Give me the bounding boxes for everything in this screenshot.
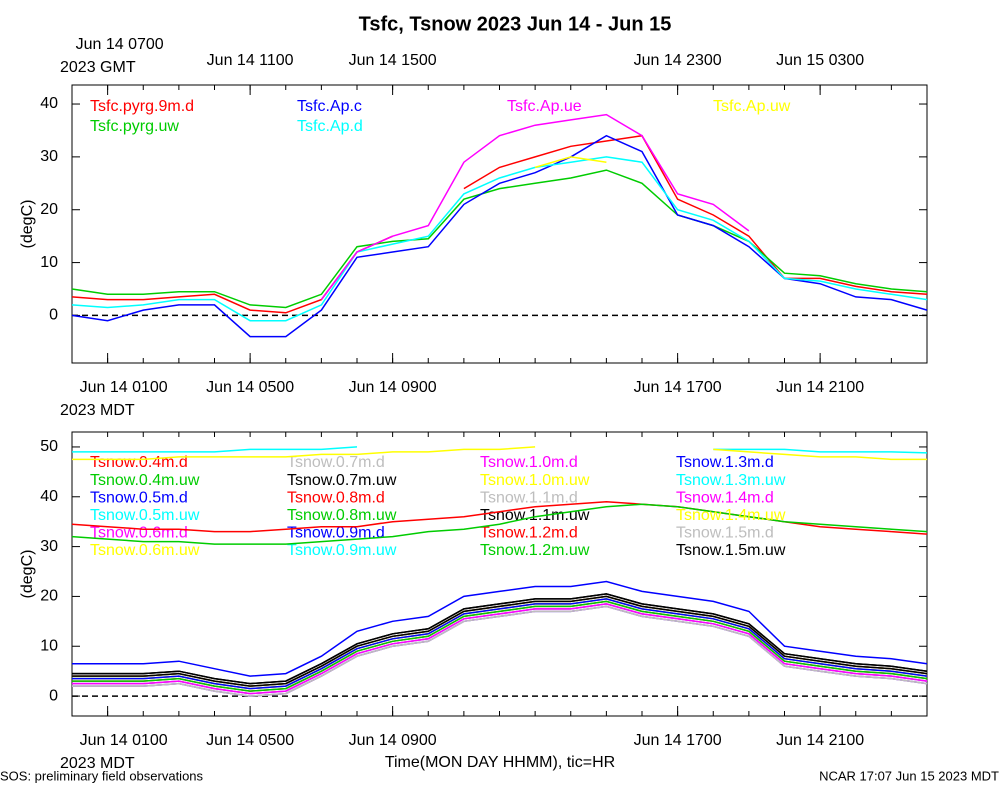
legend-entry: Tsnow.1.4m.uw: [676, 507, 786, 524]
x-tick-label: Jun 14 2100: [776, 732, 864, 749]
legend-entry: Tsnow.1.3m.d: [676, 454, 774, 471]
x-axis-note: 2023 MDT: [60, 402, 135, 419]
legend-entry: Tsfc.pyrg.uw: [90, 118, 179, 135]
x-tick-label: Jun 14 0100: [80, 732, 168, 749]
y-tick-label: 30: [40, 148, 58, 165]
y-tick-label: 20: [40, 201, 58, 218]
legend-entry: Tsnow.1.2m.uw: [480, 542, 590, 559]
legend-entry: Tsnow.1.3m.uw: [676, 472, 786, 489]
series-line: [72, 605, 928, 697]
y-tick-label: 10: [40, 254, 58, 271]
legend-entry: Tsnow.1.0m.d: [480, 454, 578, 471]
legend-entry: Tsnow.0.9m.d: [287, 525, 385, 542]
legend-entry: Tsnow.0.9m.uw: [287, 542, 397, 559]
x-axis-label: Time(MON DAY HHMM), tic=HR: [385, 754, 615, 771]
series-line: [534, 156, 607, 169]
y-tick-label: 20: [40, 588, 58, 605]
footer-right: NCAR 17:07 Jun 15 2023 MDT: [819, 768, 999, 783]
top-x-tick-label: Jun 14 1500: [349, 52, 437, 69]
x-tick-label: Jun 14 0100: [80, 379, 168, 396]
series-line: [320, 113, 750, 301]
series-line: [72, 593, 928, 685]
legend-entry: Tsnow.1.0m.uw: [480, 472, 590, 489]
legend-entry: Tsnow.0.8m.d: [287, 489, 385, 506]
y-axis-label: (degC): [19, 200, 36, 249]
legend-entry: Tsfc.Ap.uw: [713, 98, 791, 115]
top-x-tick-label: Jun 15 0300: [776, 52, 864, 69]
series-line: [72, 595, 928, 687]
legend-entry: Tsfc.Ap.ue: [507, 98, 582, 115]
x-tick-label: Jun 14 1700: [634, 732, 722, 749]
y-axis-label: (degC): [19, 550, 36, 599]
series-line: [72, 446, 928, 454]
y-tick-label: 40: [40, 95, 58, 112]
series-line: [72, 446, 927, 461]
top-axis-note: 2023 GMT: [60, 59, 136, 76]
legend-entry: Tsnow.1.2m.d: [480, 525, 578, 542]
x-axis-note: 2023 MDT: [60, 755, 135, 772]
legend-entry: Tsnow.1.4m.d: [676, 489, 774, 506]
y-tick-label: 40: [40, 488, 58, 505]
legend-entry: Tsfc.Ap.d: [297, 118, 363, 135]
legend-entry: Tsfc.Ap.c: [297, 98, 362, 115]
x-tick-label: Jun 14 2100: [776, 379, 864, 396]
legend-entry: Tsnow.1.5m.uw: [676, 542, 786, 559]
top-x-tick-label: Jun 14 0700: [76, 36, 164, 53]
legend-entry: Tsnow.0.6m.uw: [90, 542, 200, 559]
series-line: [72, 598, 928, 690]
legend-entry: Tsfc.pyrg.9m.d: [90, 98, 194, 115]
series-line: [71, 156, 928, 322]
x-tick-label: Jun 14 0500: [206, 732, 294, 749]
legend-entry: Tsnow.1.1m.d: [480, 489, 578, 506]
series-line: [72, 580, 928, 677]
legend-entry: Tsnow.0.7m.d: [287, 454, 385, 471]
series-line: [72, 603, 928, 695]
legend-entry: Tsnow.0.8m.uw: [287, 507, 397, 524]
y-tick-label: 0: [49, 687, 58, 704]
x-tick-label: Jun 14 1700: [634, 379, 722, 396]
legend-entry: Tsnow.0.4m.uw: [90, 472, 200, 489]
y-tick-label: 0: [49, 307, 58, 324]
legend-entry: Tsnow.1.5m.d: [676, 525, 774, 542]
legend-entry: Tsnow.0.5m.d: [90, 489, 188, 506]
top-x-tick-label: Jun 14 2300: [634, 52, 722, 69]
legend-entry: Tsnow.1.1m.uw: [480, 507, 590, 524]
x-tick-label: Jun 14 0900: [349, 732, 437, 749]
y-tick-label: 50: [40, 438, 58, 455]
series-line: [71, 503, 928, 545]
top-x-tick-label: Jun 14 1100: [207, 52, 294, 69]
x-tick-label: Jun 14 0500: [206, 379, 294, 396]
x-tick-label: Jun 14 0900: [349, 379, 437, 396]
series-line: [72, 600, 928, 692]
legend-entry: Tsnow.0.5m.uw: [90, 507, 200, 524]
series-line: [71, 169, 928, 309]
chart-title: Tsfc, Tsnow 2023 Jun 14 - Jun 15: [359, 13, 672, 35]
legend-entry: Tsnow.0.7m.uw: [287, 472, 397, 489]
y-tick-label: 30: [40, 538, 58, 555]
footer-left: SOS: preliminary field observations: [0, 768, 204, 783]
y-tick-label: 10: [40, 637, 58, 654]
